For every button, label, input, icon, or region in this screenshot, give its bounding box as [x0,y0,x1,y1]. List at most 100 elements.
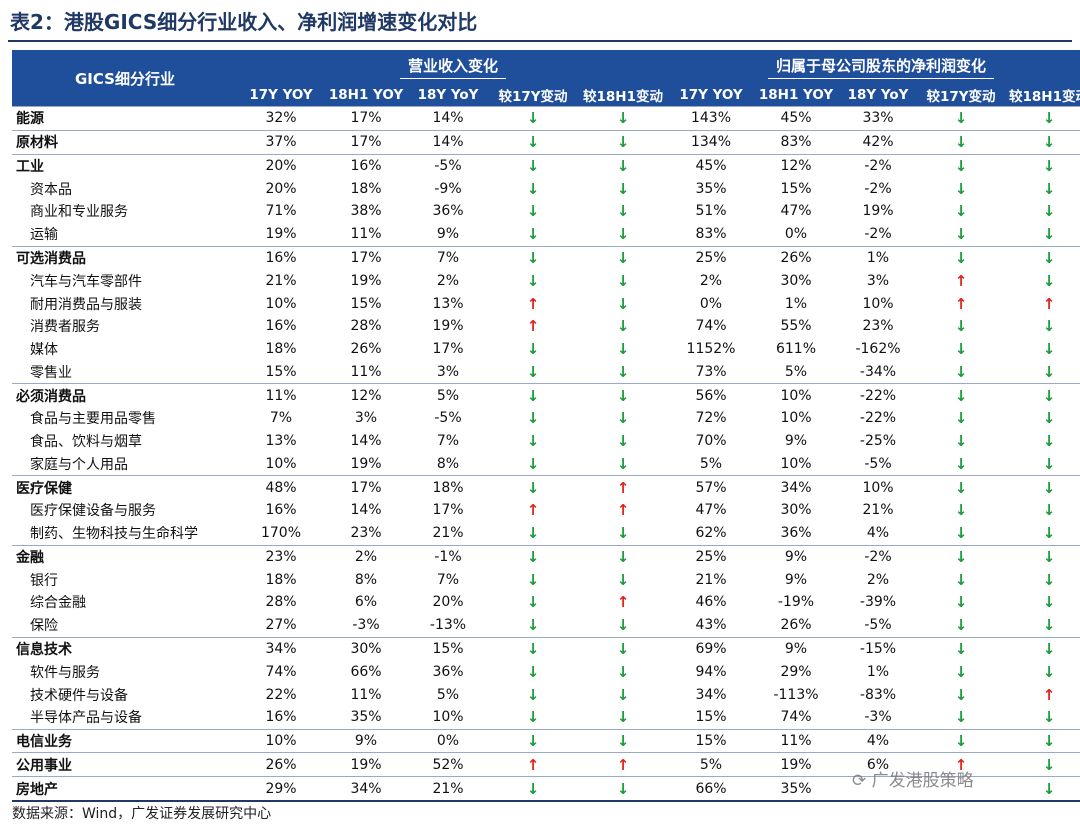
value-cell: 74% [695,318,727,335]
table-row: 耐用消费品与服装 10% 15% 13% ↑ ↓ 0% 1% 10% ↑ ↑ [12,292,1080,315]
arrow-down-icon: ↓ [616,317,630,336]
value-cell: 23% [862,318,894,335]
industry-name: 运输 [30,227,58,244]
value-cell: 26% [350,341,382,358]
value-cell: 45% [754,106,838,131]
table-row: 电信业务 10% 9% 0% ↓ ↓ 15% 11% 4% ↓ ↓ [12,728,1080,753]
arrow-down-icon: ↓ [954,317,968,336]
arrow-down-icon: ↓ [918,129,1004,155]
value-cell: 70% [695,433,727,450]
arrow-down-icon: ↓ [954,570,968,589]
value-cell: 15% [350,295,382,312]
arrow-down-icon: ↓ [526,432,540,451]
arrow-down-icon: ↓ [1042,708,1056,727]
value-cell: 1% [784,295,808,312]
arrow-down-icon: ↓ [526,202,540,221]
value-cell: 12% [754,153,838,178]
value-cell: 5% [408,383,488,407]
arrow-down-icon: ↓ [616,454,630,473]
industry-name: 医疗保健设备与服务 [30,503,156,520]
arrow-down-icon: ↓ [616,202,630,221]
arrow-down-icon: ↓ [954,432,968,451]
value-cell: 19% [350,272,382,289]
value-cell: 5% [436,686,460,703]
value-cell: 27% [265,617,297,634]
arrow-down-icon: ↓ [488,728,578,753]
arrow-down-icon: ↓ [578,245,668,270]
value-cell: 20% [265,180,297,197]
value-cell: 12% [324,383,408,407]
arrow-down-icon: ↓ [616,432,630,451]
industry-name: 资本品 [30,181,72,198]
value-cell: -3% [864,709,892,726]
subheader-cell: 18H1 YOY [324,84,408,107]
value-cell: 71% [265,203,297,220]
value-cell: 19% [350,455,382,472]
arrow-down-icon: ↓ [1004,383,1080,407]
value-cell: -3% [352,617,380,634]
value-cell: 26% [754,245,838,270]
value-cell: 1% [838,245,918,270]
value-cell: -22% [838,383,918,407]
value-cell: 47% [695,502,727,519]
value-cell: 1152% [686,341,736,358]
arrow-down-icon: ↓ [918,728,1004,753]
arrow-down-icon: ↓ [1004,106,1080,131]
value-cell: 3% [436,363,460,380]
value-cell: -2% [838,544,918,569]
value-cell: 5% [668,752,754,777]
value-cell: 9% [436,226,460,243]
arrow-down-icon: ↓ [526,271,540,290]
subheader-row: 17Y YOY 18H1 YOY 18Y YoY 较17Y变动 较18H1变动 17Y Y… [12,84,1080,107]
table-body: 能源 32% 17% 14% ↓ ↓ 143% 45% 33% ↓ ↓ 原材料 37% 17% 14% ↓ ↓ 1… [12,106,1080,802]
arrow-down-icon: ↓ [954,202,968,221]
value-cell: 33% [838,106,918,131]
table-row: 银行 18% 8% 7% ↓ ↓ 21% 9% 2% ↓ ↓ [12,568,1080,591]
arrow-up-icon: ↑ [578,475,668,500]
arrow-down-icon: ↓ [918,475,1004,500]
arrow-down-icon: ↓ [578,776,668,802]
value-cell: 62% [695,525,727,542]
title-divider [8,40,1072,42]
arrow-down-icon: ↓ [488,475,578,500]
value-cell: 14% [350,433,382,450]
value-cell: 8% [354,571,378,588]
value-cell: 3% [354,410,378,427]
value-cell: 17% [324,129,408,155]
value-cell: 73% [695,363,727,380]
industry-name: 工业 [12,153,238,178]
value-cell: -34% [859,363,897,380]
arrow-down-icon: ↓ [578,106,668,131]
arrow-down-icon: ↓ [578,636,668,661]
value-cell: 11% [754,728,838,753]
value-cell: 29% [238,776,324,802]
value-cell: 134% [668,129,754,155]
value-cell: 25% [668,544,754,569]
value-cell: 23% [350,525,382,542]
arrow-down-icon: ↓ [488,776,578,802]
table-row: 医疗保健设备与服务 16% 14% 17% ↑ ↑ 47% 30% 21% ↓ ↓ [12,499,1080,522]
value-cell: 15% [780,180,812,197]
value-cell: 30% [780,272,812,289]
subheader-cell: 18Y YoY [838,84,918,107]
arrow-down-icon: ↓ [526,662,540,681]
arrow-down-icon: ↓ [488,383,578,407]
value-cell: 5% [784,363,808,380]
arrow-down-icon: ↓ [1042,362,1056,381]
arrow-down-icon: ↓ [616,524,630,543]
value-cell: 47% [780,203,812,220]
value-cell: 10% [265,455,297,472]
industry-name: 技术硬件与设备 [30,687,128,704]
value-cell: 13% [265,433,297,450]
value-cell: 1% [866,663,890,680]
arrow-down-icon: ↓ [526,524,540,543]
value-cell: 16% [265,318,297,335]
arrow-down-icon: ↓ [578,153,668,178]
arrow-down-icon: ↓ [488,245,578,270]
arrow-down-icon: ↓ [954,340,968,359]
value-cell: 3% [866,272,890,289]
subheader-cell: 较17Y变动 [488,84,578,107]
value-cell: 2% [324,544,408,569]
value-cell: 45% [668,153,754,178]
arrow-down-icon: ↓ [526,570,540,589]
